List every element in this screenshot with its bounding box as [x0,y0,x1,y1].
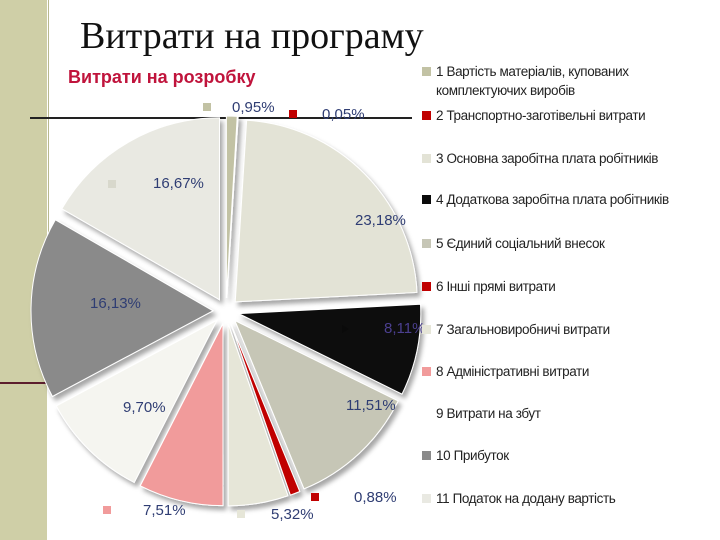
pie-slice [234,119,418,303]
legend-item: 2 Транспортно-заготівельні витрати [420,106,710,125]
legend-label: 11 Податок на додану вартість [436,491,616,506]
data-label: 0,05% [322,106,365,123]
title-rule [30,117,412,119]
pie-data-labels: 0,95% 0,05% 23,18% 8,11% 11,51% 0,88% 5,32% 7,5… [40,99,425,523]
data-label: 8,11% [384,320,425,337]
legend-swatch [422,451,431,460]
legend-swatch [422,67,431,76]
pie-slice [233,319,399,490]
legend-label: 8 Адміністративні витрати [436,364,589,379]
data-label: 23,18% [355,212,406,229]
legend-label: 6 Інші прямі витрати [436,279,556,294]
slide-title: Витрати на програму [80,15,424,57]
data-label-marker [108,180,116,188]
legend-swatch [422,494,431,503]
legend-swatch [422,367,431,376]
legend-label: 3 Основна заробітна плата робітників [436,151,658,166]
legend-item: 7 Загальновиробничі витрати [420,320,710,339]
legend-label: 1 Вартість матеріалів, купованих комплек… [436,64,629,98]
data-label-marker [40,299,47,307]
data-label-marker [289,110,297,118]
data-label-marker [103,506,111,514]
legend-swatch [422,111,431,120]
legend-item: 8 Адміністративні витрати [420,362,710,381]
data-label: 0,95% [232,99,275,116]
legend-label: 5 Єдиний соціальний внесок [436,236,605,251]
data-label-marker [311,493,319,501]
pie-slice [61,117,220,301]
legend-swatch [422,325,431,334]
pie-slices [30,115,422,507]
pie-slice [226,115,239,299]
title-rule-accent [0,382,48,384]
legend-label: 4 Додаткова заробітна плата робітників [436,192,669,207]
legend-label: 9 Витрати на збут [436,406,541,421]
legend-item: 10 Прибуток [420,446,710,465]
data-label: 9,70% [123,399,166,416]
pie-slice [55,319,219,484]
legend-swatch [422,409,431,418]
legend-swatch [422,154,431,163]
data-label: 16,13% [90,295,141,312]
pie-slice [227,323,289,507]
legend-label: 7 Загальновиробничі витрати [436,322,610,337]
legend-item: 11 Податок на додану вартість [420,489,710,508]
legend-item: 3 Основна заробітна плата робітників [420,149,710,168]
data-label-marker [237,510,245,518]
pie-slice [30,219,215,398]
legend-swatch [422,282,431,291]
data-label: 0,88% [354,489,397,506]
pie-slice [236,303,422,395]
data-label-marker [342,325,349,333]
legend-swatch [422,239,431,248]
legend-item: 1 Вартість матеріалів, купованих комплек… [420,62,710,100]
pie-slice [139,323,224,507]
chart-title: Витрати на розробку [68,67,255,87]
legend-item: 9 Витрати на збут [420,404,710,423]
legend-label: 2 Транспортно-заготівельні витрати [436,108,646,123]
legend-item: 6 Інші прямі витрати [420,277,710,296]
left-decor-line [48,0,49,385]
data-label: 7,51% [143,502,186,519]
data-label: 5,32% [271,506,314,523]
legend-item: 5 Єдиний соціальний внесок [420,234,710,253]
data-label: 11,51% [346,397,396,414]
legend-label: 10 Прибуток [436,448,509,463]
legend-swatch [422,195,431,204]
legend-item: 4 Додаткова заробітна плата робітників [420,190,710,209]
data-label: 16,67% [153,175,204,192]
pie-slice [230,322,301,496]
data-label-marker [203,103,211,111]
